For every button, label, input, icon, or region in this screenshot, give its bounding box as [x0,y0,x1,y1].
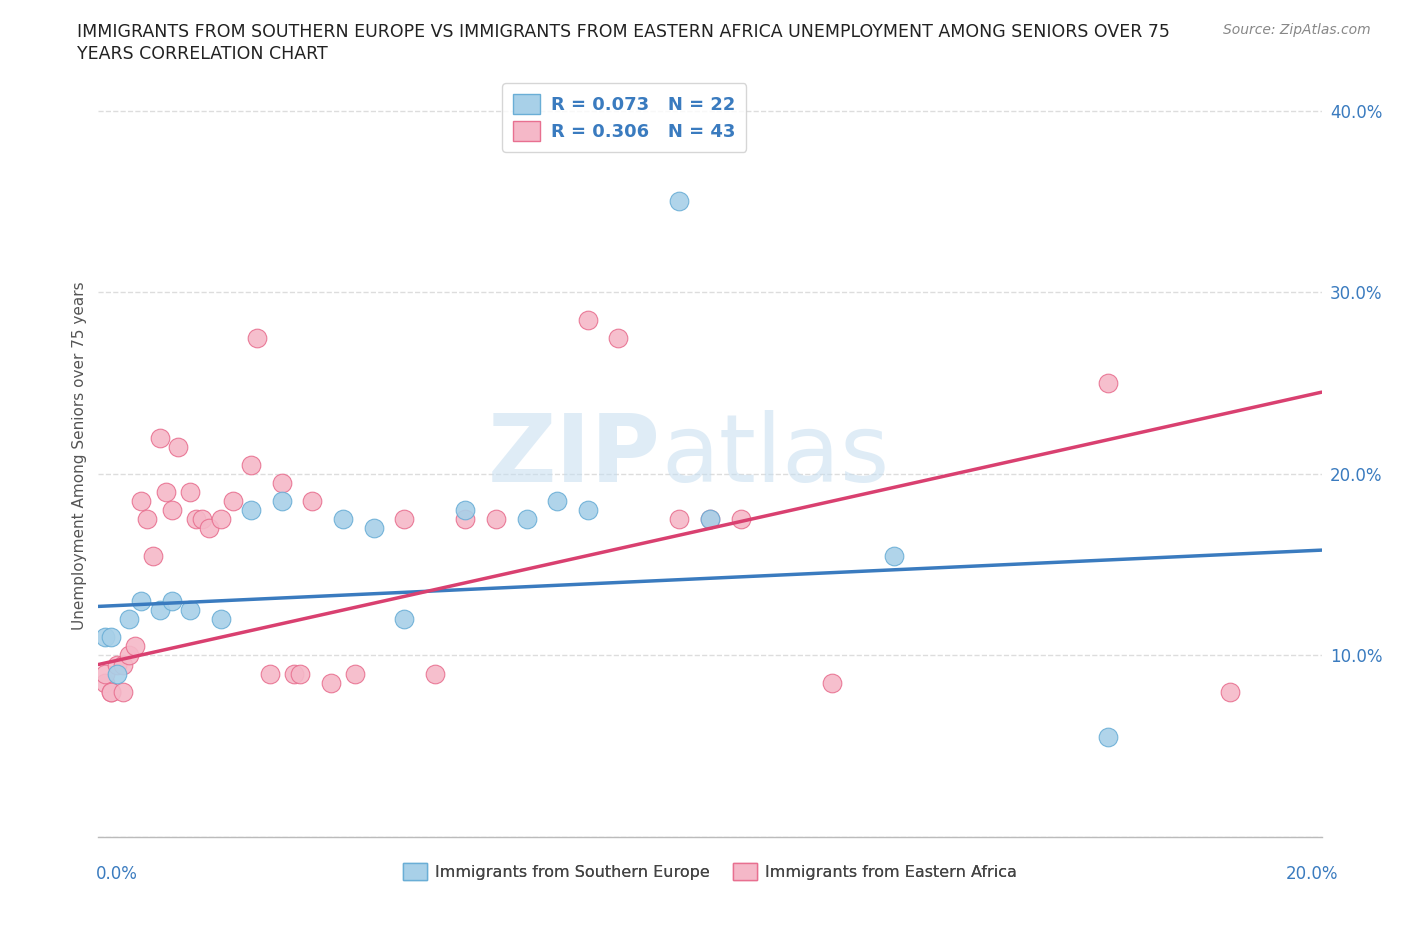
Point [454,512,477,526]
Point [607,330,630,345]
Point [100,630,122,644]
Point [191,512,214,526]
Point [259,666,281,681]
Text: atlas: atlas [661,410,890,501]
Point [93,675,115,690]
Point [699,512,721,526]
Point [129,593,152,608]
Point [186,512,208,526]
Point [699,512,721,526]
Point [730,512,752,526]
Text: Source: ZipAtlas.com: Source: ZipAtlas.com [1223,23,1371,37]
Legend: Immigrants from Southern Europe, Immigrants from Eastern Africa: Immigrants from Southern Europe, Immigra… [396,857,1024,886]
Point [576,312,599,327]
Point [93,666,115,681]
Point [240,458,263,472]
Point [332,512,354,526]
Point [179,603,201,618]
Point [118,648,141,663]
Point [129,494,152,509]
Point [319,675,342,690]
Point [485,512,508,526]
Point [392,612,416,627]
Text: IMMIGRANTS FROM SOUTHERN EUROPE VS IMMIGRANTS FROM EASTERN AFRICA UNEMPLOYMENT A: IMMIGRANTS FROM SOUTHERN EUROPE VS IMMIG… [77,23,1170,41]
Point [821,675,844,690]
Point [270,475,292,490]
Point [118,612,141,627]
Point [149,603,172,618]
Point [105,658,128,672]
Point [100,684,122,699]
Point [546,494,568,509]
Point [363,521,385,536]
Point [1097,376,1119,391]
Point [167,439,190,454]
Point [160,593,183,608]
Point [1219,684,1241,699]
Point [290,666,312,681]
Point [209,612,232,627]
Text: 0.0%: 0.0% [96,865,138,883]
Point [155,485,177,499]
Point [124,639,146,654]
Point [344,666,367,681]
Point [883,548,905,563]
Point [149,430,172,445]
Point [301,494,323,509]
Point [142,548,165,563]
Point [100,684,122,699]
Point [576,503,599,518]
Point [222,494,245,509]
Point [93,630,115,644]
Point [240,503,263,518]
Point [1097,730,1119,745]
Point [246,330,269,345]
Point [179,485,201,499]
Text: YEARS CORRELATION CHART: YEARS CORRELATION CHART [77,45,328,62]
Point [197,521,219,536]
Point [668,194,690,209]
Point [270,494,292,509]
Point [454,503,477,518]
Point [423,666,446,681]
Point [392,512,416,526]
Text: ZIP: ZIP [488,410,661,501]
Point [283,666,305,681]
Y-axis label: Unemployment Among Seniors over 75 years: Unemployment Among Seniors over 75 years [72,282,87,630]
Point [160,503,183,518]
Text: 20.0%: 20.0% [1286,865,1339,883]
Point [136,512,159,526]
Point [105,666,128,681]
Point [111,658,134,672]
Point [209,512,232,526]
Point [111,684,134,699]
Point [516,512,538,526]
Point [668,512,690,526]
